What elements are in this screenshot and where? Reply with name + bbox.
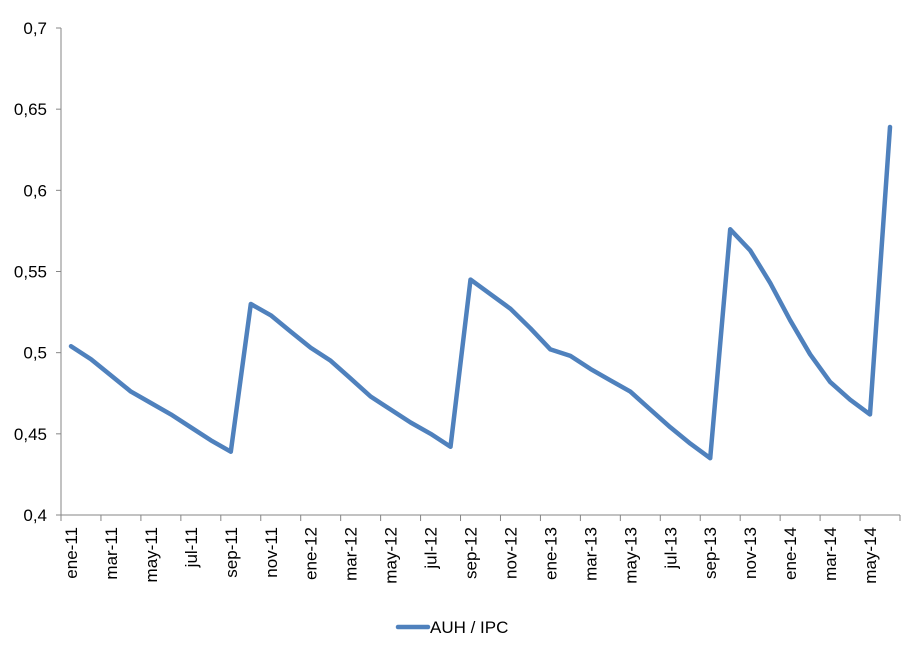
legend: AUH / IPC xyxy=(395,618,508,637)
data-point xyxy=(710,458,711,459)
x-tick-label: mar-12 xyxy=(342,527,361,581)
data-point xyxy=(750,250,751,251)
x-tick-label: mar-11 xyxy=(102,527,121,580)
data-point xyxy=(410,422,411,423)
data-point xyxy=(610,380,611,381)
y-axis: 0,4 0,45 0,5 0,55 0,6 0,65 0,7 xyxy=(14,19,62,525)
data-point xyxy=(170,414,171,415)
data-point xyxy=(250,304,251,305)
data-point xyxy=(510,308,511,309)
data-point xyxy=(130,391,131,392)
y-tick-label: 0,6 xyxy=(23,181,47,200)
data-point xyxy=(210,440,211,441)
data-point xyxy=(390,409,391,410)
data-point xyxy=(230,451,231,452)
legend-label-auh-ipc: AUH / IPC xyxy=(430,618,508,637)
data-point xyxy=(370,396,371,397)
data-point xyxy=(450,446,451,447)
data-point xyxy=(350,378,351,379)
x-tick-label: may-11 xyxy=(142,527,161,582)
x-tick-label: may-14 xyxy=(861,527,880,584)
data-point xyxy=(770,282,771,283)
y-tick-label: 0,45 xyxy=(14,425,47,444)
data-point xyxy=(330,360,331,361)
data-point xyxy=(830,381,831,382)
data-point xyxy=(670,427,671,428)
data-point xyxy=(530,328,531,329)
x-tick-label: nov-12 xyxy=(501,527,520,579)
data-point xyxy=(570,355,571,356)
data-point xyxy=(110,375,111,376)
x-tick-label: jul-11 xyxy=(182,527,201,568)
data-point xyxy=(270,315,271,316)
data-point xyxy=(790,320,791,321)
y-tick-label: 0,4 xyxy=(23,506,47,525)
x-tick-label: ene-13 xyxy=(541,527,560,580)
series-group xyxy=(68,124,893,461)
x-tick-label: may-13 xyxy=(621,527,640,584)
data-point xyxy=(630,391,631,392)
x-tick-label: ene-11 xyxy=(62,527,81,579)
x-tick-label: nov-13 xyxy=(741,527,760,579)
x-tick-label: mar-13 xyxy=(581,527,600,581)
x-tick-label: sep-12 xyxy=(462,527,481,579)
data-point xyxy=(850,399,851,400)
data-point xyxy=(870,414,871,415)
y-tick-label: 0,7 xyxy=(23,19,47,38)
x-tick-label: sep-13 xyxy=(701,527,720,579)
data-point xyxy=(550,349,551,350)
data-point xyxy=(730,229,731,230)
data-point xyxy=(290,331,291,332)
data-point xyxy=(190,427,191,428)
data-point xyxy=(810,354,811,355)
x-tick-label: jul-13 xyxy=(661,527,680,570)
x-tick-label: nov-11 xyxy=(262,527,281,578)
x-tick-label: jul-12 xyxy=(422,527,441,570)
data-point xyxy=(470,279,471,280)
data-point xyxy=(490,294,491,295)
x-tick-label: may-12 xyxy=(382,527,401,584)
x-tick-label: ene-12 xyxy=(302,527,321,580)
data-point xyxy=(310,347,311,348)
x-axis: ene-11 mar-11 may-11 jul-11 sep-11 nov-11 ene-… xyxy=(60,514,901,584)
data-point xyxy=(71,346,72,347)
data-point xyxy=(890,127,891,128)
y-tick-label: 0,5 xyxy=(23,344,47,363)
y-tick-label: 0,65 xyxy=(14,100,47,119)
data-point xyxy=(590,368,591,369)
x-tick-label: ene-14 xyxy=(781,527,800,580)
data-point xyxy=(150,403,151,404)
x-tick-label: sep-11 xyxy=(222,527,241,578)
data-point xyxy=(91,359,92,360)
data-point xyxy=(430,433,431,434)
data-point xyxy=(650,409,651,410)
data-point xyxy=(690,443,691,444)
y-tick-label: 0,55 xyxy=(14,263,47,282)
x-tick-label: mar-14 xyxy=(821,527,840,581)
series-line-auh-ipc xyxy=(68,124,893,461)
